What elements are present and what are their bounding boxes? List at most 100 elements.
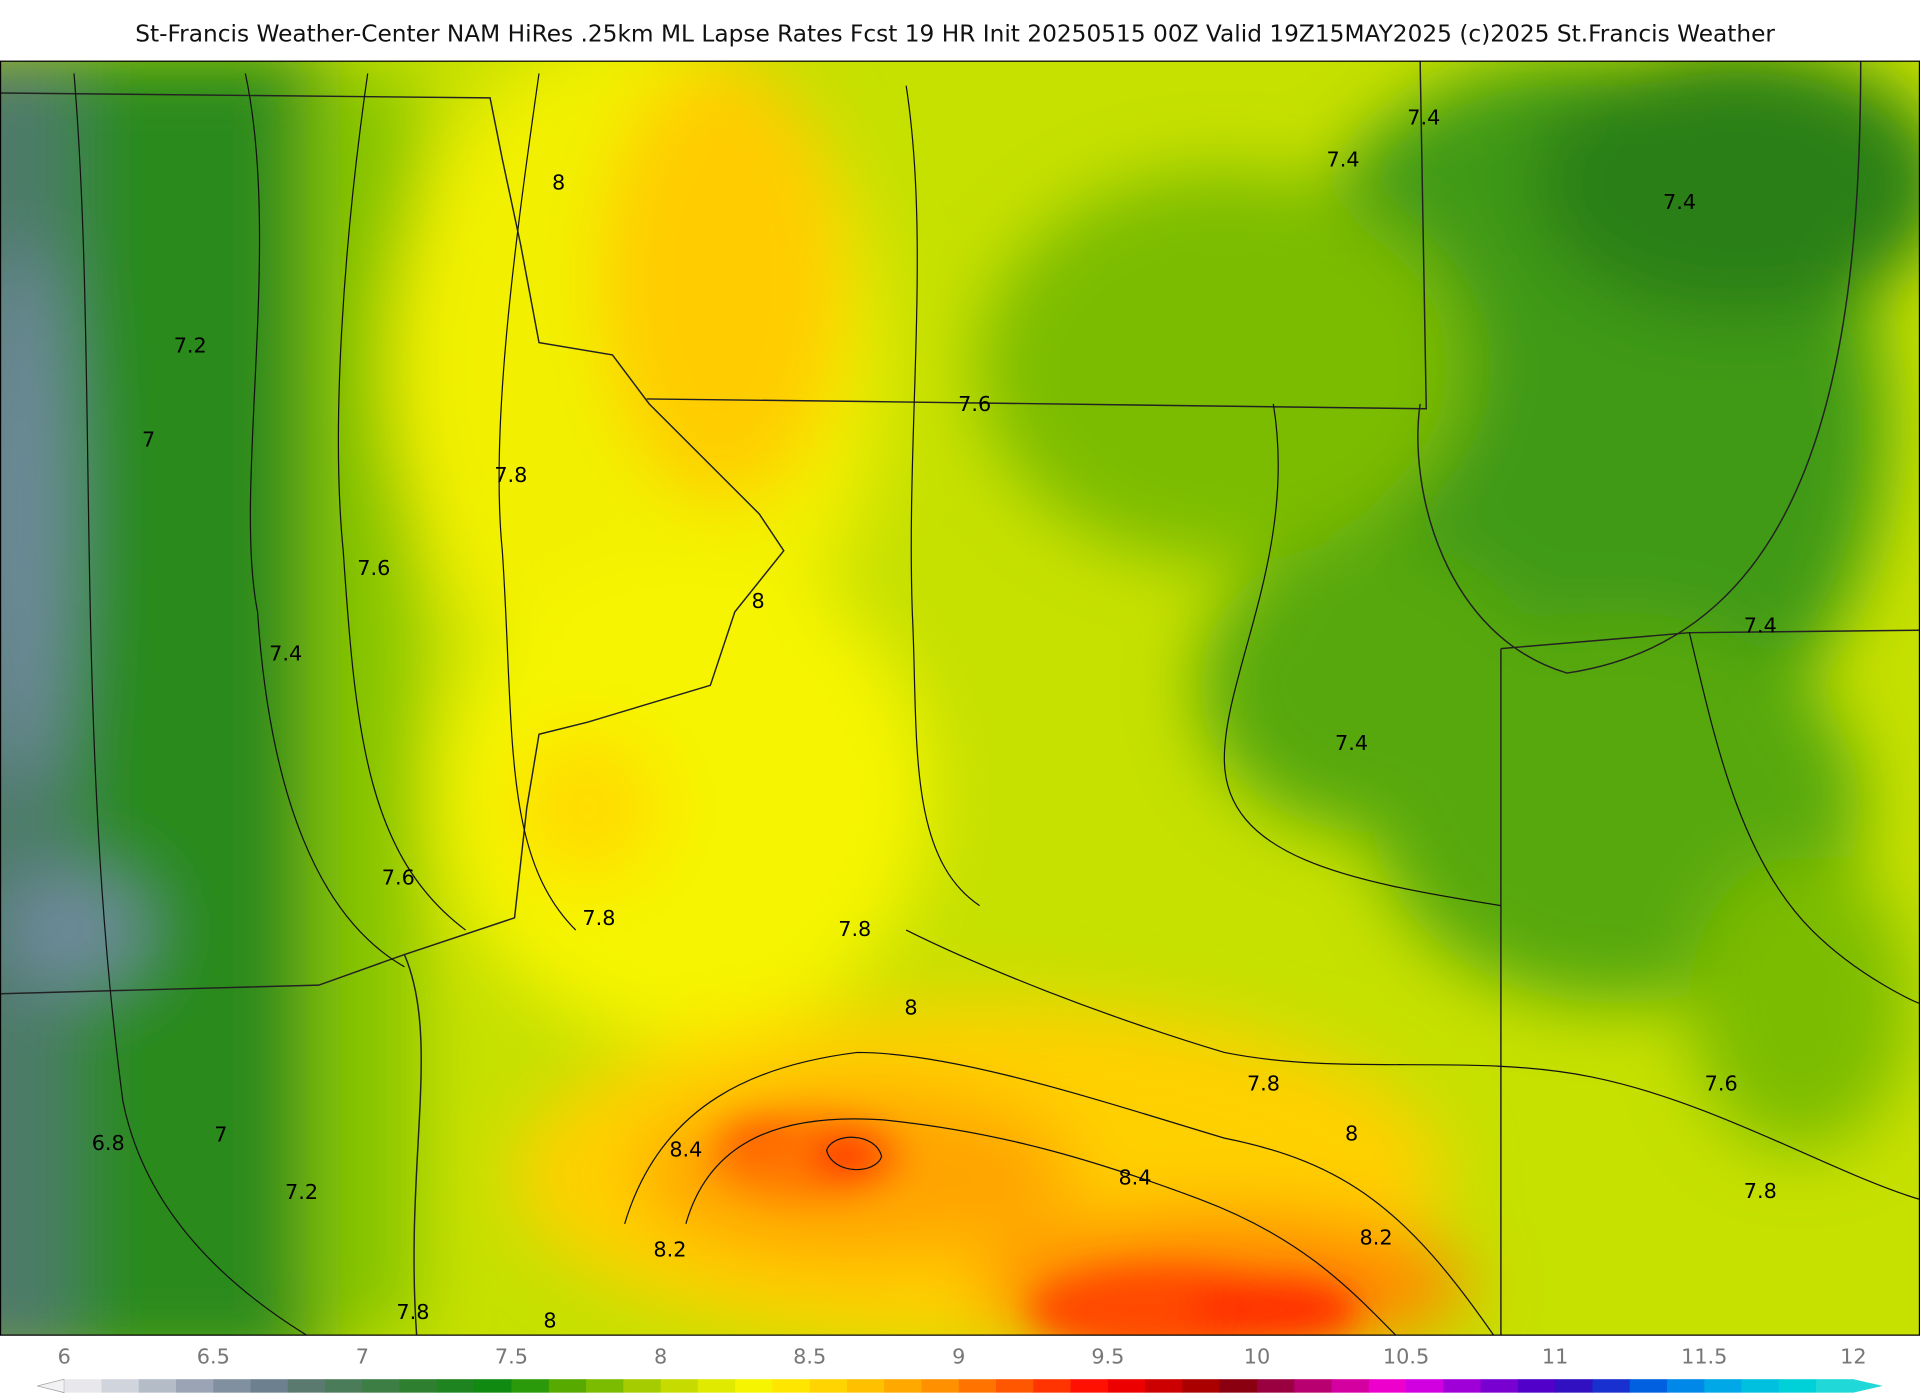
colorbar-swatch bbox=[64, 1379, 103, 1393]
colorbar-tick-label: 9 bbox=[952, 1344, 965, 1368]
colorbar-swatch bbox=[1331, 1379, 1370, 1393]
colorbar-tick-label: 7 bbox=[356, 1344, 369, 1368]
colorbar-swatch bbox=[1592, 1379, 1631, 1393]
contour-label: 7.8 bbox=[1247, 1071, 1280, 1095]
contour-label: 7.8 bbox=[582, 906, 615, 930]
colorbar-swatch bbox=[697, 1379, 736, 1393]
colorbar-swatch bbox=[1816, 1379, 1854, 1393]
colorbar-swatch bbox=[1145, 1379, 1184, 1393]
contour-label: 8.2 bbox=[653, 1238, 686, 1262]
colorbar-swatch bbox=[1443, 1379, 1482, 1393]
contour-label: 7.6 bbox=[958, 392, 991, 416]
colorbar-swatch bbox=[138, 1379, 177, 1393]
contour-label: 7.6 bbox=[357, 556, 390, 580]
colorbar-swatch bbox=[101, 1379, 140, 1393]
colorbar-swatch bbox=[1033, 1379, 1072, 1393]
colorbar-swatch bbox=[1741, 1379, 1780, 1393]
colorbar-swatch bbox=[1629, 1379, 1668, 1393]
map-title: St-Francis Weather-Center NAM HiRes .25k… bbox=[135, 21, 1775, 48]
colorbar-swatch bbox=[1555, 1379, 1594, 1393]
contour-label: 7.4 bbox=[1744, 614, 1777, 638]
contour-label: 8.2 bbox=[1360, 1225, 1393, 1249]
colorbar-swatch bbox=[884, 1379, 923, 1393]
colorbar-tick-label: 6.5 bbox=[197, 1344, 230, 1368]
contour-label: 7.4 bbox=[1335, 731, 1368, 755]
colorbar-swatch bbox=[1182, 1379, 1221, 1393]
colorbar-swatch bbox=[176, 1379, 214, 1393]
colorbar-swatch bbox=[996, 1379, 1034, 1393]
colorbar-tick-label: 8.5 bbox=[793, 1344, 826, 1368]
map-frame bbox=[0, 60, 1920, 1336]
colorbar-swatch bbox=[586, 1379, 624, 1393]
contour-labels: 7.4 7.4 7.4 8 7.2 7 7.6 7.8 7.6 7.4 8 7.4 7.4 7.6 7.8 7… bbox=[92, 106, 1777, 1333]
colorbar-swatch bbox=[1294, 1379, 1333, 1393]
colorbar-swatch bbox=[287, 1379, 326, 1393]
colorbar-swatch bbox=[1517, 1379, 1556, 1393]
colorbar-swatch bbox=[1070, 1379, 1109, 1393]
contour-label: 8 bbox=[543, 1309, 556, 1333]
colorbar-swatch bbox=[1778, 1379, 1817, 1393]
colorbar: 6 6.5 7 7.5 8 8.5 9 9.5 10 10.5 11 11.5 12 bbox=[37, 1344, 1883, 1394]
colorbar-tick-label: 8 bbox=[654, 1344, 667, 1368]
colorbar-swatch bbox=[772, 1379, 811, 1393]
colorbar-arrow-right bbox=[1853, 1379, 1883, 1393]
contour-label: 7.8 bbox=[494, 463, 527, 487]
contour-label: 8 bbox=[1345, 1121, 1358, 1145]
contour-label: 8 bbox=[552, 171, 565, 195]
colorbar-swatch bbox=[1256, 1379, 1295, 1393]
colorbar-tick-label: 11.5 bbox=[1681, 1344, 1727, 1368]
colorbar-swatch bbox=[660, 1379, 699, 1393]
colorbar-swatch bbox=[1406, 1379, 1444, 1393]
colorbar-swatch bbox=[1219, 1379, 1258, 1393]
colorbar-swatch bbox=[958, 1379, 997, 1393]
colorbar-swatch bbox=[1666, 1379, 1705, 1393]
colorbar-swatch bbox=[362, 1379, 401, 1393]
colorbar-swatch bbox=[250, 1379, 289, 1393]
colorbar-tick-label: 7.5 bbox=[495, 1344, 528, 1368]
contour-label: 6.8 bbox=[92, 1131, 125, 1155]
colorbar-tick-label: 9.5 bbox=[1091, 1344, 1124, 1368]
contour-label: 7.2 bbox=[174, 333, 207, 357]
contour-label: 7.4 bbox=[269, 642, 302, 666]
colorbar-swatch bbox=[1368, 1379, 1407, 1393]
colorbar-tick-label: 10.5 bbox=[1383, 1344, 1429, 1368]
contour-label: 7 bbox=[142, 428, 155, 452]
contour-label: 7.8 bbox=[396, 1300, 429, 1324]
contour-label: 7.4 bbox=[1407, 106, 1440, 130]
contour-label: 7.8 bbox=[1744, 1179, 1777, 1203]
colorbar-arrow-left bbox=[37, 1378, 65, 1394]
field bbox=[0, 61, 1920, 1336]
contour-label: 8.4 bbox=[669, 1137, 702, 1161]
colorbar-swatch bbox=[511, 1379, 550, 1393]
contour-label: 7.8 bbox=[838, 917, 871, 941]
contour-label: 8.4 bbox=[1118, 1165, 1151, 1189]
colorbar-tick-label: 11 bbox=[1542, 1344, 1568, 1368]
colorbar-swatch bbox=[846, 1379, 885, 1393]
colorbar-swatch bbox=[921, 1379, 960, 1393]
contour-label: 7.6 bbox=[382, 866, 415, 890]
colorbar-tick-label: 12 bbox=[1840, 1344, 1866, 1368]
contour-label: 7.6 bbox=[1705, 1071, 1738, 1095]
colorbar-swatch bbox=[1480, 1379, 1519, 1393]
colorbar-tick-label: 6 bbox=[58, 1344, 71, 1368]
colorbar-swatch bbox=[399, 1379, 438, 1393]
colorbar-swatch bbox=[623, 1379, 662, 1393]
colorbar-swatch bbox=[325, 1379, 364, 1393]
contour-label: 7.4 bbox=[1327, 147, 1360, 171]
colorbar-swatch bbox=[735, 1379, 774, 1393]
colorbar-swatch bbox=[1704, 1379, 1743, 1393]
colorbar-swatch bbox=[809, 1379, 848, 1393]
colorbar-tick-label: 10 bbox=[1244, 1344, 1270, 1368]
contour-label: 7.4 bbox=[1663, 190, 1696, 214]
contour-label: 8 bbox=[904, 995, 917, 1019]
contour-label: 7.2 bbox=[285, 1180, 318, 1204]
colorbar-swatch bbox=[436, 1379, 475, 1393]
colorbar-swatch bbox=[548, 1379, 587, 1393]
colorbar-swatch bbox=[213, 1379, 252, 1393]
colorbar-swatch bbox=[474, 1379, 513, 1393]
contour-label: 7 bbox=[214, 1123, 227, 1147]
colorbar-swatch bbox=[1107, 1379, 1146, 1393]
contour-label: 8 bbox=[751, 589, 764, 613]
